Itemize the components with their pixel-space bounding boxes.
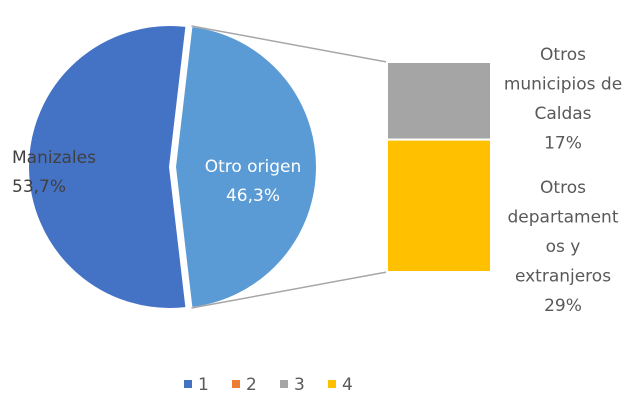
bar-label: Otros xyxy=(540,45,586,65)
bar-label: os y xyxy=(546,237,581,257)
bar-label: Otros xyxy=(540,178,586,198)
bar-value-label: 17% xyxy=(544,134,582,154)
slice-label: Manizales xyxy=(12,148,96,168)
slice-value-label: 46,3% xyxy=(226,186,280,206)
pie-slice xyxy=(27,24,188,310)
legend-label: 4 xyxy=(342,375,353,395)
bar-label: Caldas xyxy=(534,104,591,124)
bar-segment xyxy=(386,61,492,141)
connector-line xyxy=(191,25,388,63)
legend-swatch xyxy=(184,380,192,388)
connector-line xyxy=(191,271,388,309)
legend-swatch xyxy=(280,380,288,388)
slice-label: Otro origen xyxy=(205,157,302,177)
legend-label: 1 xyxy=(198,375,209,395)
slice-value-label: 53,7% xyxy=(12,177,66,197)
bar-label: extranjeros xyxy=(515,267,611,287)
legend-label: 2 xyxy=(246,375,257,395)
bar-value-label: 29% xyxy=(544,296,582,316)
bar-label: departament xyxy=(508,208,619,228)
legend-label: 3 xyxy=(294,375,305,395)
pie-slice xyxy=(173,24,319,310)
bar-segment xyxy=(386,138,492,273)
legend-swatch xyxy=(328,380,336,388)
bar-label: municipios de xyxy=(504,75,622,95)
legend-swatch xyxy=(232,380,240,388)
